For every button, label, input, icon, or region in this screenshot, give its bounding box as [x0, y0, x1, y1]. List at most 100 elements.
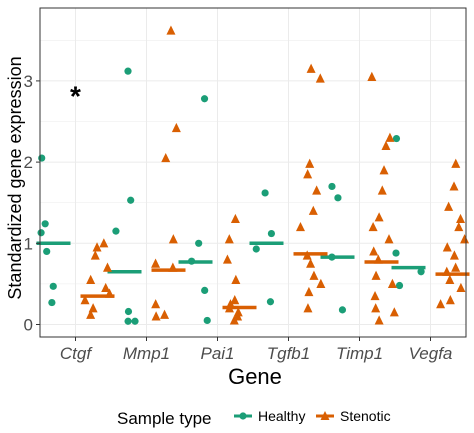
legend-key-marker — [239, 412, 247, 420]
point-healthy — [267, 229, 276, 238]
point-stenotic — [442, 266, 452, 276]
point-healthy — [252, 245, 260, 253]
point-stenotic — [377, 185, 387, 195]
point-stenotic — [367, 71, 377, 81]
point-healthy — [266, 298, 275, 306]
point-stenotic — [373, 254, 383, 264]
mean-bars — [36, 241, 470, 310]
point-stenotic — [387, 278, 397, 288]
point-stenotic — [224, 234, 234, 244]
legend-key-marker — [320, 411, 330, 420]
point-stenotic — [171, 122, 181, 133]
y-tick-label: 1 — [24, 234, 33, 253]
point-stenotic — [151, 299, 161, 309]
point-healthy — [41, 220, 49, 228]
point-stenotic — [369, 246, 379, 256]
point-stenotic — [161, 152, 171, 163]
point-stenotic — [151, 311, 161, 321]
x-axis-title: Gene — [228, 364, 282, 389]
legend: Sample type Healthy Stenotic — [117, 408, 391, 428]
panel-border — [39, 7, 467, 338]
point-stenotic — [370, 290, 380, 301]
point-stenotic — [456, 213, 466, 224]
y-tick-label: 0 — [24, 316, 33, 335]
point-stenotic — [231, 274, 241, 284]
point-healthy — [112, 227, 120, 235]
x-ticks: Ctgf Mmp1 Pai1 Tgfb1 Timp1 Vegfa — [60, 337, 452, 363]
point-healthy — [43, 247, 51, 256]
point-stenotic — [92, 242, 102, 252]
x-tick-label: Mmp1 — [123, 344, 170, 363]
point-stenotic — [445, 295, 455, 305]
point-stenotic — [451, 158, 461, 168]
point-healthy — [261, 189, 269, 197]
point-stenotic — [384, 234, 394, 244]
point-healthy — [328, 182, 336, 191]
point-stenotic — [442, 242, 452, 252]
point-stenotic — [444, 201, 454, 211]
point-stenotic — [101, 282, 111, 293]
point-stenotic — [315, 73, 325, 83]
point-stenotic — [88, 303, 98, 313]
point-stenotic — [80, 295, 90, 305]
point-healthy — [131, 317, 139, 325]
significance-star: * — [70, 80, 81, 111]
point-stenotic — [168, 262, 178, 272]
point-stenotic — [436, 299, 446, 309]
point-stenotic — [230, 295, 240, 305]
point-stenotic — [312, 185, 322, 195]
point-healthy — [38, 154, 46, 162]
point-stenotic — [371, 303, 381, 313]
point-stenotic — [454, 221, 464, 232]
point-stenotic — [90, 250, 100, 260]
point-stenotic — [309, 270, 319, 280]
point-stenotic — [368, 221, 378, 232]
point-stenotic — [460, 234, 470, 244]
point-healthy — [334, 194, 342, 202]
point-stenotic — [374, 315, 384, 325]
y-axis-title: Standardized gene expression — [5, 56, 25, 299]
y-ticks: 0 1 2 3 — [24, 72, 40, 335]
point-stenotic — [389, 307, 399, 317]
point-healthy — [49, 282, 57, 290]
point-stenotic — [305, 158, 315, 168]
point-stenotic — [306, 258, 316, 268]
point-stenotic — [371, 270, 381, 280]
point-stenotic — [304, 286, 314, 297]
point-stenotic — [86, 274, 96, 284]
point-stenotic — [445, 274, 455, 284]
point-healthy — [124, 317, 132, 325]
point-healthy — [392, 134, 401, 143]
grid — [40, 8, 466, 337]
x-tick-label: Pai1 — [200, 344, 234, 363]
point-stenotic — [385, 132, 395, 142]
point-stenotic — [306, 63, 316, 73]
legend-title: Sample type — [117, 409, 212, 428]
point-stenotic — [99, 238, 109, 248]
point-stenotic — [222, 254, 232, 264]
point-stenotic — [103, 262, 113, 272]
point-healthy — [124, 307, 133, 316]
point-stenotic — [225, 299, 235, 309]
point-healthy — [124, 67, 132, 75]
legend-label: Stenotic — [340, 408, 391, 424]
legend-label: Healthy — [258, 408, 305, 424]
point-healthy — [203, 316, 211, 325]
point-healthy — [195, 239, 203, 247]
x-tick-label: Vegfa — [409, 344, 453, 363]
point-stenotic — [316, 278, 326, 288]
point-stenotic — [303, 169, 313, 179]
y-tick-label: 3 — [24, 72, 33, 91]
point-stenotic — [449, 181, 459, 191]
point-stenotic — [230, 213, 240, 224]
point-healthy — [201, 286, 209, 294]
point-stenotic — [456, 282, 466, 293]
point-healthy — [417, 268, 425, 276]
point-stenotic — [295, 221, 305, 232]
point-stenotic — [308, 205, 318, 215]
point-stenotic — [374, 212, 384, 222]
legend-items: Healthy Stenotic — [234, 408, 391, 424]
point-stenotic — [449, 250, 459, 260]
point-healthy — [187, 257, 196, 265]
